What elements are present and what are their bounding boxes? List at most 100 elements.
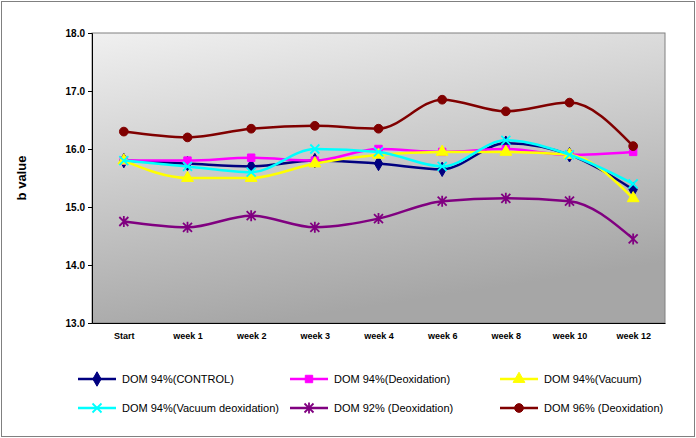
legend-label: DOM 92% (Deoxidation) [334,402,453,414]
x-tick: week 2 [236,323,267,341]
series-line [124,100,633,146]
series-line [124,198,633,239]
x-tick: week 8 [491,323,522,341]
chart-frame [2,2,695,437]
y-axis-line [88,34,93,324]
series-marker [247,124,256,133]
legend-marker [93,372,101,386]
x-tick-label: week 3 [300,331,331,341]
y-tick-label: 15.0 [66,202,86,213]
x-tick: week 10 [552,323,588,341]
x-tick-label: week 12 [615,331,651,341]
legend-marker [305,403,314,414]
series-marker [374,147,383,156]
x-tick: week 3 [300,323,331,341]
series-marker [183,156,191,170]
series-marker [182,171,194,181]
series-marker [310,145,319,154]
series-marker [438,162,447,171]
y-tick-label: 14.0 [66,260,86,271]
series-marker [565,196,574,207]
y-tick-label: 17.0 [66,86,86,97]
legend-label: DOM 94%(Vacuum deoxidation) [122,402,279,414]
series-marker [629,142,638,151]
y-tick-mark [88,265,92,266]
y-tick: 16.0 [66,144,92,155]
x-axis-line [93,323,666,324]
series-marker [310,121,319,130]
series-marker [629,233,638,244]
x-tick: week 12 [615,323,651,341]
x-tick-label: week 1 [172,331,203,341]
series-marker [565,98,574,107]
y-tick-label: 13.0 [66,318,86,329]
y-tick: 17.0 [66,86,92,97]
y-tick: 14.0 [66,260,92,271]
legend-marker [93,404,102,413]
series-marker [501,136,510,145]
y-axis-title: b value [14,156,29,201]
x-tick-label: week 10 [552,331,588,341]
legend-marker [305,375,312,382]
series-marker [627,192,639,202]
series-marker [247,168,256,177]
x-tick-label: week 8 [491,331,522,341]
series-marker [500,145,512,155]
x-tick-label: Start [114,331,135,341]
series-marker [119,156,128,165]
x-tick-label: week 2 [236,331,267,341]
x-tick: week 4 [363,323,394,341]
series-marker [629,179,638,188]
series-marker [119,127,128,136]
y-tick-mark [88,149,92,150]
x-tick: week 6 [427,323,458,341]
legend-label: DOM 94%(Deoxidation) [334,373,450,385]
series-marker [436,145,448,155]
legend-item: DOM 96% (Deoxidation) [500,402,663,414]
y-tick-mark [88,91,92,92]
series-marker [247,154,254,161]
series-marker [374,124,383,133]
legend-label: DOM 94%(CONTROL) [122,373,234,385]
series-marker [501,107,510,116]
series-marker [247,210,256,221]
legend-label: DOM 96% (Deoxidation) [544,402,663,414]
series-group [118,95,639,244]
x-tick-label: week 6 [427,331,458,341]
series-marker [565,150,574,159]
legend-marker [513,372,525,382]
series-marker [183,133,192,142]
y-tick-label: 16.0 [66,144,86,155]
legend-item: DOM 94%(Vacuum deoxidation) [78,402,279,414]
legend-label: DOM 94%(Vacuum) [544,373,642,385]
y-tick-mark [88,33,92,34]
legend-item: DOM 94%(Vacuum) [500,372,642,385]
series-marker [374,213,383,224]
series-marker [501,193,510,204]
legend-item: DOM 92% (Deoxidation) [290,402,453,414]
x-tick: week 1 [172,323,203,341]
y-tick: 18.0 [66,28,92,39]
y-tick-label: 18.0 [66,28,86,39]
y-tick: 13.0 [66,318,92,329]
series-marker [183,162,192,171]
series-line [124,140,633,184]
series-marker [438,95,447,104]
series-marker [309,157,321,167]
y-tick-mark [88,207,92,208]
y-tick: 15.0 [66,202,92,213]
plot-area [92,33,665,323]
series-marker [118,154,130,164]
x-tick: Start [114,323,135,341]
legend: DOM 94%(CONTROL) DOM 94%(Deoxidation) DOM … [78,372,663,414]
legend-item: DOM 94%(CONTROL) [78,372,234,386]
legend-marker [515,404,524,413]
x-tick-label: week 4 [363,331,394,341]
legend-item: DOM 94%(Deoxidation) [290,373,450,385]
series-line [124,152,633,198]
chart: 13.0 14.0 15.0 16.0 17.0 18.0 Start week 1 week … [0,0,696,438]
x-axis: Start week 1 week 2 week 3 week 4 week 6 week … [93,323,666,341]
series-marker [310,222,319,233]
series-marker [438,196,447,207]
y-tick-mark [88,323,92,324]
